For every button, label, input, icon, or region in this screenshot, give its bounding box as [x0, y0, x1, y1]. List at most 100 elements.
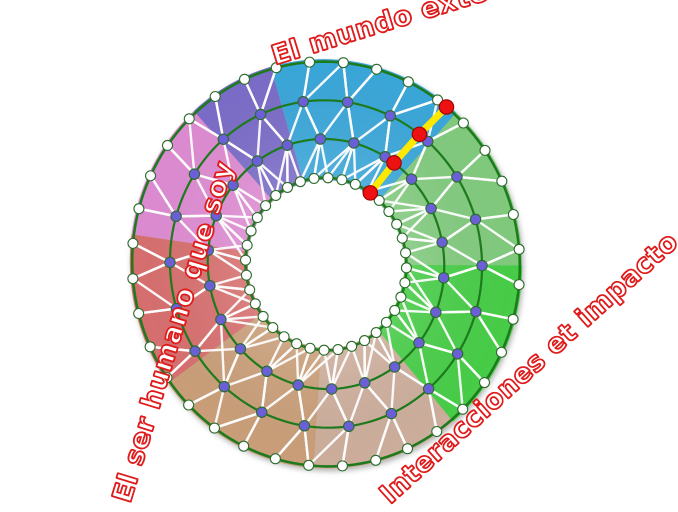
- boundary-node[interactable]: [496, 175, 508, 187]
- boundary-node[interactable]: [209, 90, 221, 103]
- boundary-node[interactable]: [144, 341, 156, 353]
- interior-node[interactable]: [314, 133, 327, 145]
- boundary-node[interactable]: [257, 310, 269, 323]
- boundary-node[interactable]: [304, 342, 316, 354]
- interior-node[interactable]: [251, 155, 264, 167]
- interior-node[interactable]: [413, 337, 425, 349]
- boundary-node[interactable]: [395, 291, 407, 303]
- boundary-node[interactable]: [240, 269, 252, 281]
- boundary-node[interactable]: [238, 73, 251, 85]
- interior-node[interactable]: [451, 348, 464, 360]
- boundary-node[interactable]: [373, 194, 385, 206]
- interior-node[interactable]: [348, 137, 360, 149]
- boundary-node[interactable]: [144, 170, 157, 182]
- highlight-path-layer[interactable]: [366, 103, 450, 197]
- boundary-node[interactable]: [380, 316, 392, 328]
- node-layer[interactable]: [127, 56, 525, 472]
- boundary-node[interactable]: [278, 331, 290, 343]
- interior-node[interactable]: [217, 133, 230, 145]
- boundary-node[interactable]: [318, 344, 330, 356]
- interior-node[interactable]: [325, 383, 338, 395]
- boundary-node[interactable]: [457, 403, 469, 415]
- boundary-node[interactable]: [260, 200, 272, 212]
- boundary-node[interactable]: [267, 322, 279, 334]
- boundary-node[interactable]: [244, 284, 256, 296]
- boundary-node[interactable]: [513, 243, 525, 255]
- interior-node[interactable]: [188, 168, 201, 180]
- interior-node[interactable]: [261, 365, 273, 378]
- interior-node[interactable]: [227, 179, 239, 191]
- boundary-node[interactable]: [308, 172, 320, 184]
- boundary-node[interactable]: [346, 340, 358, 352]
- boundary-node[interactable]: [337, 57, 349, 69]
- boundary-node[interactable]: [303, 459, 315, 471]
- boundary-node[interactable]: [251, 212, 263, 224]
- interior-node[interactable]: [254, 108, 267, 121]
- boundary-node[interactable]: [127, 237, 139, 249]
- boundary-node[interactable]: [269, 453, 281, 465]
- interior-node[interactable]: [298, 420, 311, 432]
- boundary-node[interactable]: [389, 304, 401, 316]
- boundary-node[interactable]: [208, 422, 221, 434]
- boundary-node[interactable]: [507, 208, 519, 221]
- boundary-node[interactable]: [133, 203, 145, 215]
- boundary-node[interactable]: [370, 326, 382, 339]
- boundary-node[interactable]: [507, 313, 519, 325]
- boundary-node[interactable]: [401, 443, 414, 455]
- boundary-node[interactable]: [336, 174, 348, 186]
- boundary-node[interactable]: [183, 113, 195, 125]
- boundary-node[interactable]: [127, 273, 139, 285]
- red-node[interactable]: [438, 99, 455, 115]
- boundary-node[interactable]: [371, 63, 383, 75]
- interior-node[interactable]: [297, 95, 309, 108]
- boundary-node[interactable]: [294, 176, 306, 188]
- interior-node[interactable]: [170, 210, 182, 223]
- boundary-node[interactable]: [399, 277, 411, 289]
- boundary-node[interactable]: [336, 460, 348, 472]
- boundary-node[interactable]: [383, 205, 395, 218]
- boundary-node[interactable]: [479, 144, 491, 156]
- boundary-node[interactable]: [249, 298, 261, 310]
- boundary-node[interactable]: [457, 117, 469, 129]
- interior-node[interactable]: [215, 313, 227, 326]
- interior-node[interactable]: [281, 139, 294, 151]
- boundary-node[interactable]: [241, 239, 253, 251]
- boundary-node[interactable]: [245, 225, 257, 237]
- boundary-node[interactable]: [133, 307, 145, 320]
- boundary-node[interactable]: [270, 189, 282, 202]
- interior-node[interactable]: [343, 420, 355, 433]
- interior-node[interactable]: [476, 259, 488, 272]
- boundary-node[interactable]: [183, 399, 195, 411]
- boundary-node[interactable]: [270, 62, 282, 74]
- boundary-node[interactable]: [431, 94, 444, 106]
- interior-node[interactable]: [341, 96, 354, 108]
- boundary-node[interactable]: [513, 279, 525, 291]
- boundary-node[interactable]: [291, 338, 303, 350]
- interior-node[interactable]: [292, 379, 304, 391]
- boundary-node[interactable]: [431, 425, 443, 438]
- red-node[interactable]: [386, 155, 402, 171]
- boundary-node[interactable]: [239, 254, 252, 266]
- interior-node[interactable]: [210, 209, 222, 222]
- interior-node[interactable]: [202, 244, 215, 256]
- interior-node[interactable]: [430, 306, 442, 319]
- yellow-highlight-path[interactable]: [366, 103, 450, 197]
- interior-node[interactable]: [469, 213, 482, 226]
- boundary-node[interactable]: [396, 232, 408, 244]
- boundary-node[interactable]: [370, 454, 382, 466]
- boundary-node[interactable]: [161, 372, 173, 384]
- interior-node[interactable]: [451, 171, 463, 183]
- boundary-node[interactable]: [400, 247, 412, 259]
- interior-node[interactable]: [436, 236, 448, 249]
- boundary-node[interactable]: [349, 178, 361, 190]
- boundary-node[interactable]: [400, 262, 413, 274]
- boundary-node[interactable]: [495, 346, 508, 358]
- boundary-node[interactable]: [322, 172, 334, 184]
- boundary-node[interactable]: [161, 139, 174, 152]
- boundary-node[interactable]: [402, 76, 414, 88]
- interior-node[interactable]: [358, 377, 371, 389]
- boundary-node[interactable]: [358, 335, 371, 347]
- red-node[interactable]: [362, 185, 379, 201]
- interior-node[interactable]: [388, 361, 401, 373]
- interior-node[interactable]: [470, 305, 482, 318]
